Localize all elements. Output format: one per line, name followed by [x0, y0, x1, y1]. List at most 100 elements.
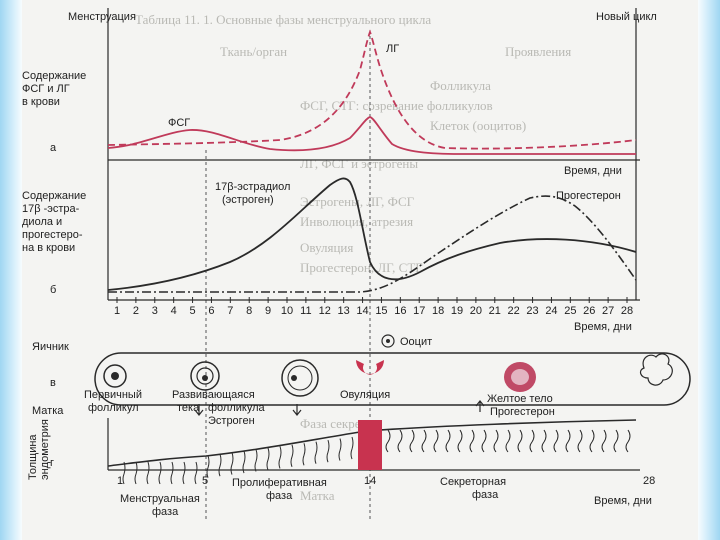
ovary-outline: [94, 352, 691, 406]
bg-text-line: Таблица 11. 1. Основные фазы менструальн…: [135, 12, 431, 27]
endometrial-gland: [314, 441, 318, 464]
corpus-luteum-label: Желтое тело: [487, 393, 553, 405]
ovulation-endometrium-band: [358, 420, 382, 470]
panel-b-ylabel: прогестеро-: [22, 229, 83, 241]
ovulation-icon: [356, 360, 384, 375]
endometrial-gland: [182, 461, 186, 485]
panel-v: Яичник в Матка Первичный фолликул Развив…: [32, 334, 691, 427]
day-tick-label: 12: [319, 305, 331, 317]
estrogen-label: Эстроген: [208, 415, 255, 427]
primary-follicle-label: Первичный: [84, 389, 142, 401]
day-tick-label: 26: [583, 305, 595, 317]
endometrial-gland: [397, 429, 403, 453]
endometrial-gland: [254, 449, 258, 472]
panel-b-time-label: Время, дни: [574, 321, 632, 333]
day-tick-label: 13: [338, 305, 350, 317]
endometrial-glands: [122, 429, 631, 485]
secretory-phase-label: Секреторная: [440, 476, 506, 488]
endometrium-ylabel: эндометрия: [39, 419, 51, 480]
panel-b: Содержание 17β -эстра- диола и прогестер…: [22, 177, 640, 333]
progesterone-label: Прогестерон: [556, 190, 621, 202]
panel-v-letter: в: [50, 377, 56, 389]
panel-g-day-28: 28: [643, 475, 655, 487]
day-tick-label: 21: [489, 305, 501, 317]
endometrial-gland: [601, 429, 607, 453]
theca-arrow-icon: [194, 404, 204, 416]
day-tick-label: 11: [300, 305, 311, 317]
oocyte-label: Ооцит: [400, 336, 432, 348]
oocyte-icon: [381, 334, 395, 348]
endometrial-gland: [122, 461, 126, 485]
menstrual-phase-label: Менструальная: [120, 493, 200, 505]
ovary-label: Яичник: [32, 341, 69, 353]
menstrual-phase-label: фаза: [152, 506, 179, 518]
endometrium-ylabel: Толщина: [27, 434, 39, 480]
panel-b-letter: б: [50, 284, 56, 296]
panel-a-ylabel: в крови: [22, 96, 60, 108]
day-tick-label: 16: [394, 305, 406, 317]
menstruation-label: Менструация: [68, 11, 136, 23]
day-tick-label: 8: [246, 305, 252, 317]
endometrial-gland: [266, 447, 270, 471]
proliferative-phase-label: Пролиферативная: [232, 477, 327, 489]
bg-text-line: Клеток (ооцитов): [430, 118, 526, 133]
endometrial-gland: [170, 461, 174, 485]
endometrial-gland: [194, 461, 198, 485]
primary-follicle-oocyte: [111, 372, 119, 380]
endometrial-gland: [230, 452, 234, 475]
mature-follicle-inner: [287, 365, 313, 391]
day-tick-label: 3: [152, 305, 158, 317]
estradiol-curve: [107, 177, 637, 291]
day-tick-label: 2: [133, 305, 139, 317]
endometrial-gland: [517, 429, 523, 453]
bg-text-line: Фолликула: [430, 78, 491, 93]
estradiol-label: 17β-эстрадиол: [215, 181, 290, 193]
endometrial-gland: [218, 454, 222, 477]
bg-text-line: ЛГ, ФСГ и эстрогены: [300, 156, 418, 171]
day-tick-label: 15: [375, 305, 387, 317]
day-tick-label: 24: [545, 305, 557, 317]
lh-label: ЛГ: [386, 43, 399, 55]
secretory-phase-label: фаза: [472, 489, 499, 501]
endometrial-gland: [541, 429, 547, 453]
developing-follicle-inner: [196, 367, 214, 385]
day-tick-label: 18: [432, 305, 444, 317]
day-tick-label: 22: [508, 305, 520, 317]
endometrial-gland: [421, 429, 427, 453]
bg-text-line: Прогестерон, ЛГ, СТГ: [300, 260, 423, 275]
panel-b-ylabel: на в крови: [22, 242, 75, 254]
endometrial-gland: [134, 461, 138, 485]
primary-follicle-label: фолликул: [88, 402, 139, 414]
endometrial-gland: [433, 429, 439, 453]
endometrial-gland: [457, 429, 463, 453]
day-tick-label: 10: [281, 305, 293, 317]
day-tick-label: 23: [526, 305, 538, 317]
endometrial-gland: [338, 438, 342, 461]
endometrial-gland: [278, 446, 282, 469]
progesterone-curve: [108, 195, 637, 293]
endometrial-gland: [146, 461, 150, 485]
progesterone-secretion-label: Прогестерон: [490, 406, 555, 418]
panel-g-day-1: 1: [117, 475, 123, 487]
follicle-arrow-icon: [292, 404, 302, 416]
endometrial-gland: [553, 429, 559, 453]
endometrial-gland: [625, 429, 631, 453]
day-tick-label: 19: [451, 305, 463, 317]
day-tick-label: 25: [564, 305, 576, 317]
endometrial-gland: [445, 429, 451, 453]
panel-b-ylabel: Содержание: [22, 190, 86, 202]
day-tick-label: 6: [208, 305, 214, 317]
day-ticks: 1 2 3 4 5 6 7 8 9 10 11 12 13 14 15 16 17 18 19 20 21 22 23 24 2…: [114, 297, 633, 317]
endometrial-gland: [469, 429, 475, 453]
day-tick-label: 1: [114, 305, 120, 317]
panel-a-letter: а: [50, 142, 57, 154]
day-tick-label: 9: [265, 305, 271, 317]
fsh-curve: [107, 116, 636, 155]
endometrial-gland: [577, 429, 583, 453]
endometrial-gland: [158, 461, 162, 485]
endometrium-surface: [107, 419, 637, 467]
mature-follicle-icon: [281, 359, 319, 397]
estradiol-label: (эстроген): [222, 194, 274, 206]
endometrial-gland: [589, 429, 595, 453]
